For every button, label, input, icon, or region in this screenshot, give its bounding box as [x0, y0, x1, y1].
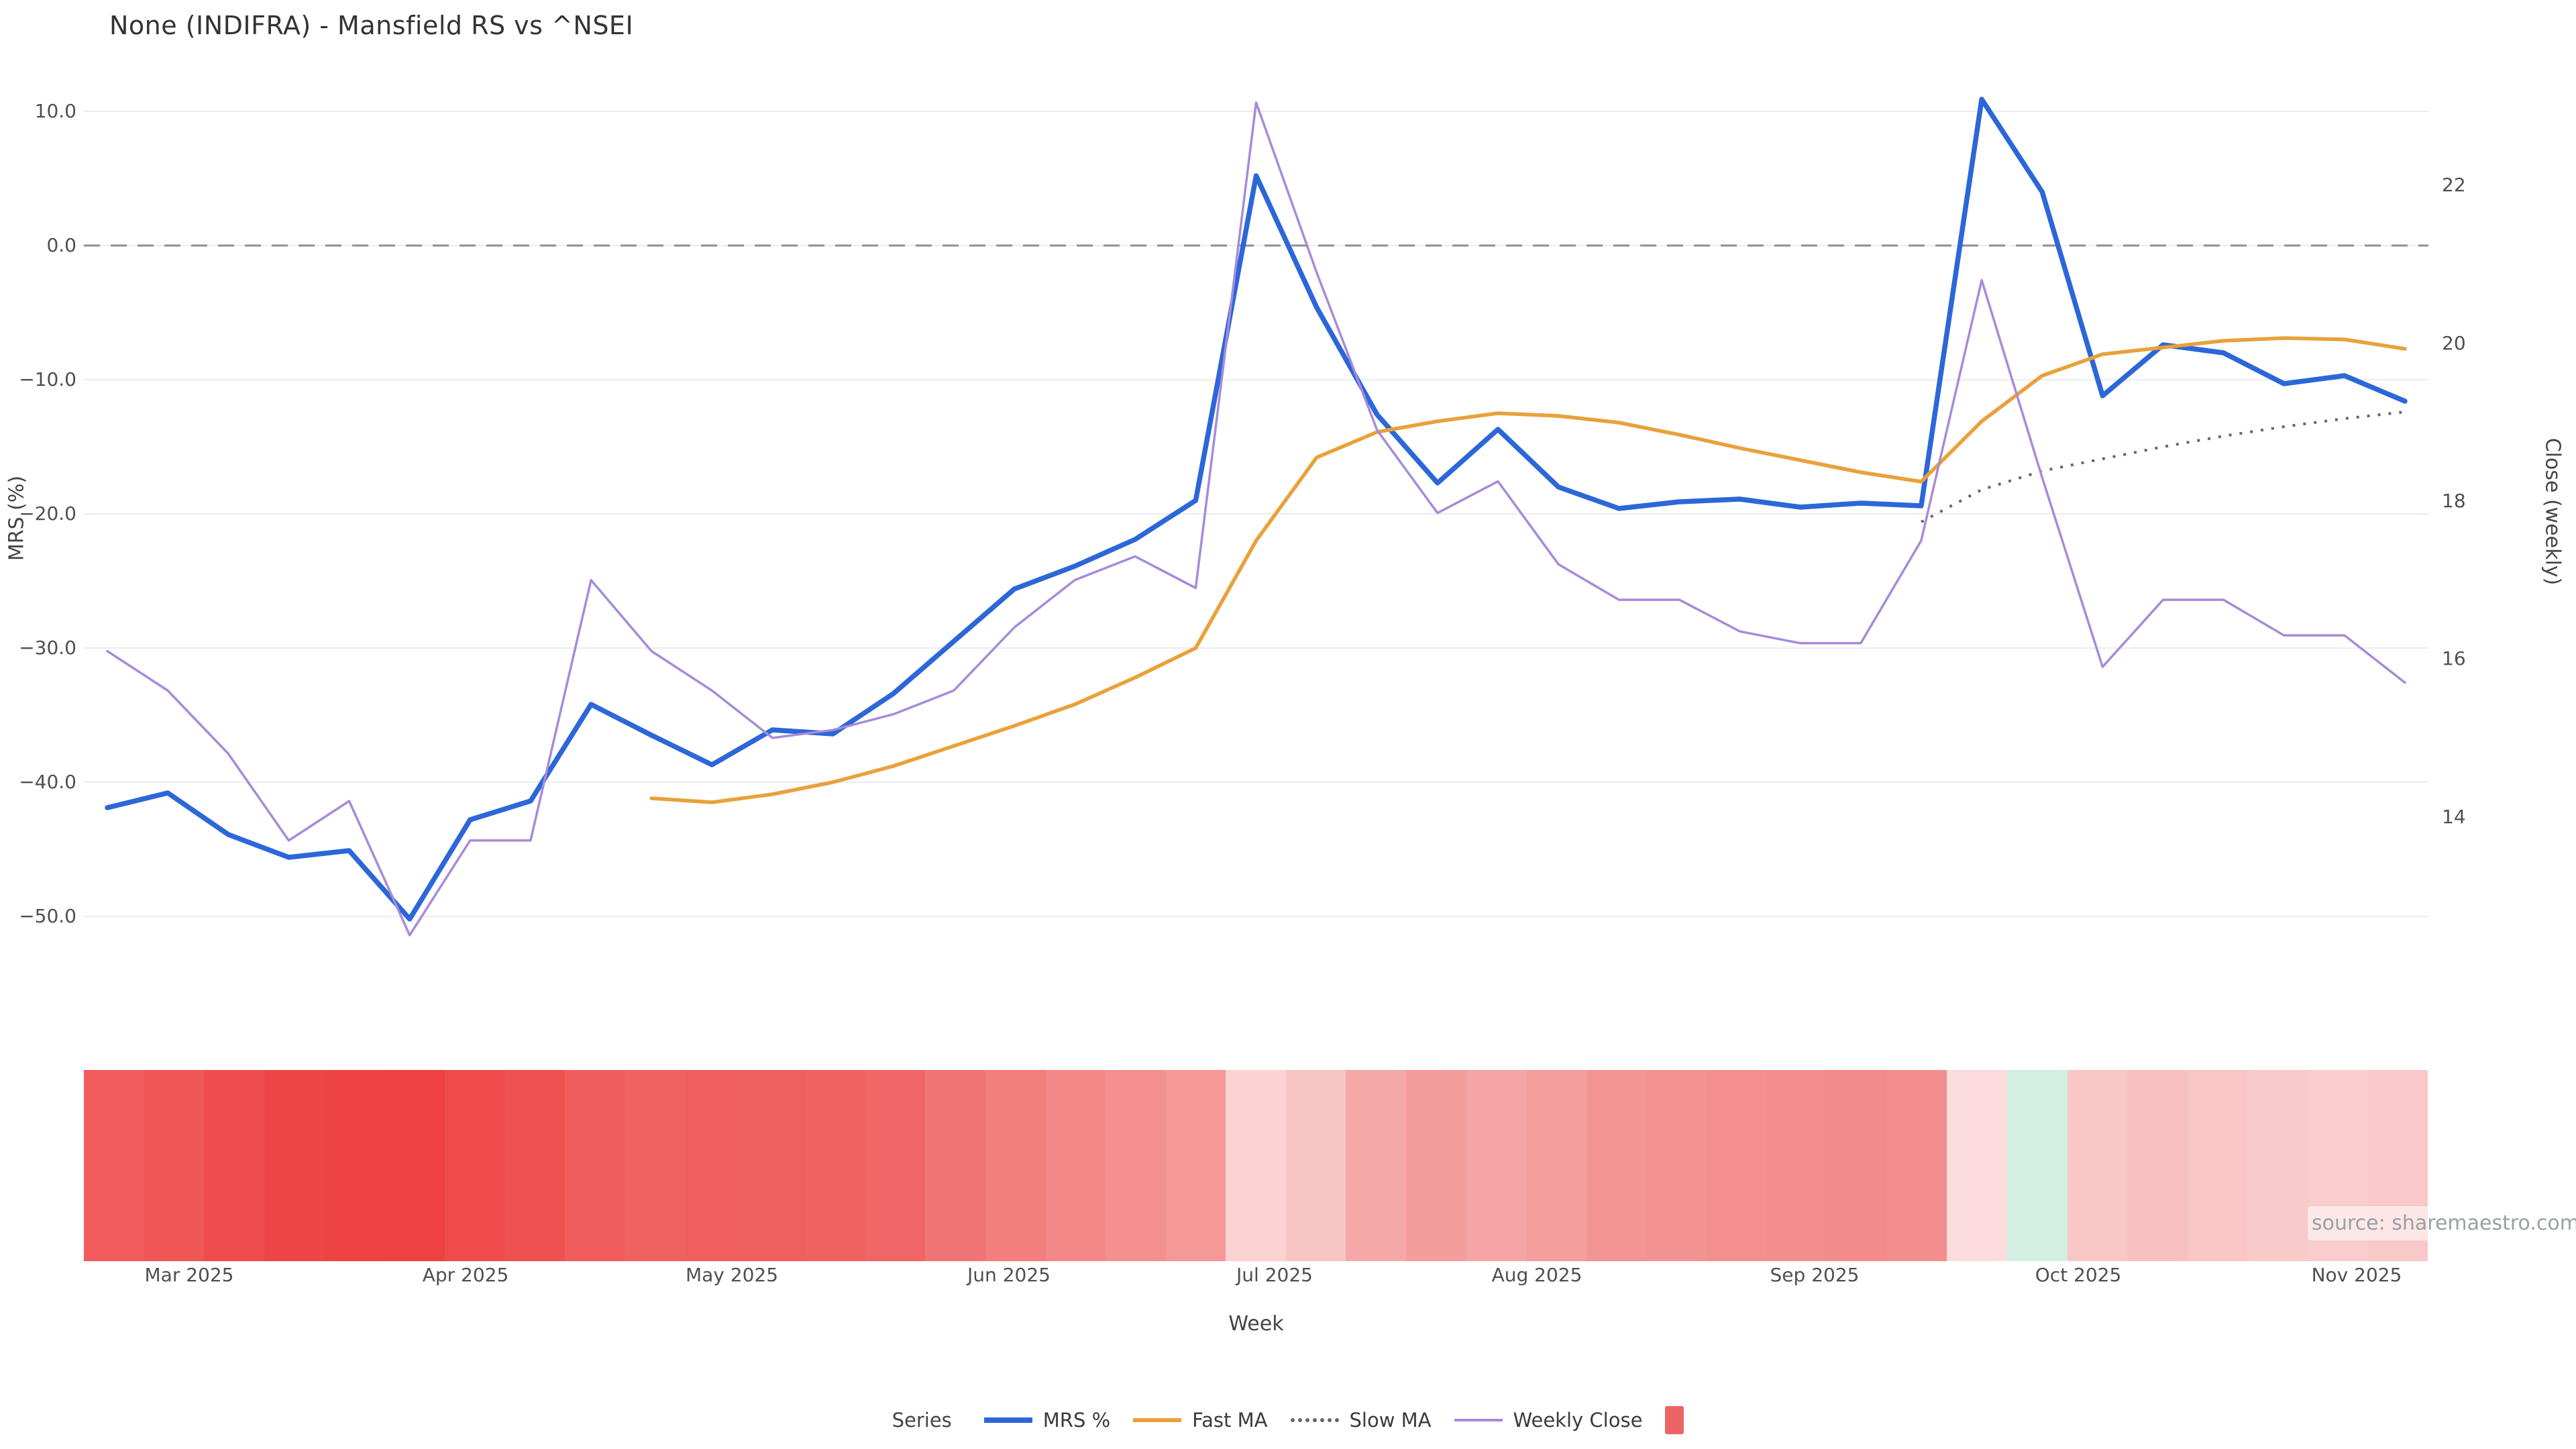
heatmap-swatch-icon: [1665, 1406, 1684, 1434]
heatmap-cell: [1165, 1070, 1226, 1261]
x-tick-label: Oct 2025: [2035, 1264, 2122, 1286]
heatmap-cell: [985, 1070, 1046, 1261]
right-tick-label: 22: [2442, 174, 2466, 197]
heatmap-cell: [1406, 1070, 1466, 1261]
heatmap-cell: [1586, 1070, 1647, 1261]
heatmap-cell: [1226, 1070, 1286, 1261]
heatmap-cell: [2127, 1070, 2188, 1261]
heatmap-cell: [805, 1070, 865, 1261]
heatmap-cell: [925, 1070, 985, 1261]
heatmap-cell: [625, 1070, 685, 1261]
left-tick-label: −40.0: [19, 771, 76, 793]
heatmap-cell: [1646, 1070, 1707, 1261]
heatmap-cell: [444, 1070, 505, 1261]
heatmap-cell: [1947, 1070, 2007, 1261]
heatmap-cell: [745, 1070, 806, 1261]
x-tick-label: Sep 2025: [1770, 1264, 1860, 1286]
heatmap-cell: [1346, 1070, 1407, 1261]
legend-title: Series: [892, 1409, 952, 1432]
left-tick-label: −50.0: [19, 905, 76, 927]
heatmap-cell: [324, 1070, 384, 1261]
plot-canvas[interactable]: [84, 40, 2428, 993]
heatmap-cell: [2187, 1070, 2248, 1261]
chart-title: None (INDIFRA) - Mansfield RS vs ^NSEI: [109, 11, 634, 40]
x-tick-label: Nov 2025: [2311, 1264, 2402, 1286]
right-tick-label: 18: [2442, 490, 2466, 513]
series-line-mrs-: [105, 97, 2408, 922]
legend-item-label: Slow MA: [1349, 1409, 1432, 1432]
heatmap-cell: [564, 1070, 625, 1261]
heatmap-cell: [1285, 1070, 1346, 1261]
heatmap-cell: [1045, 1070, 1106, 1261]
x-tick-label: Jul 2025: [1236, 1264, 1313, 1286]
x-tick-label: May 2025: [685, 1264, 779, 1286]
legend-item-heatmap[interactable]: [1665, 1406, 1684, 1434]
weekly-close-line-icon: [1454, 1419, 1503, 1421]
heatmap-cell: [144, 1070, 205, 1261]
heatmap-cell: [1886, 1070, 1947, 1261]
source-note: source: sharemaestro.com: [2308, 1206, 2576, 1240]
left-tick-label: −30.0: [19, 637, 76, 659]
legend-item-label: Fast MA: [1192, 1409, 1268, 1432]
legend-item-mrs[interactable]: MRS %: [983, 1409, 1111, 1432]
x-tick-label: Mar 2025: [144, 1264, 234, 1286]
series-line-weekly-close: [106, 101, 2406, 936]
legend-item-label: Weekly Close: [1513, 1409, 1643, 1432]
heatmap-cell: [204, 1070, 264, 1261]
left-tick-label: 0.0: [46, 234, 76, 256]
heatmap-cell: [2067, 1070, 2128, 1261]
plot-area[interactable]: [84, 40, 2428, 993]
heatmap-cell: [1707, 1070, 1767, 1261]
x-tick-label: Apr 2025: [422, 1264, 509, 1286]
mrs-line-icon: [983, 1417, 1032, 1423]
heatmap-cell: [1526, 1070, 1587, 1261]
right-axis-title: Close (weekly): [2540, 437, 2565, 586]
heatmap-cell: [384, 1070, 445, 1261]
x-tick-label: Jun 2025: [967, 1264, 1051, 1286]
heatmap-cell: [2247, 1070, 2308, 1261]
heatmap-cell: [264, 1070, 325, 1261]
left-tick-label: −20.0: [19, 502, 76, 525]
heatmap-cell: [1466, 1070, 1527, 1261]
heatmap-cell: [684, 1070, 745, 1261]
slow-ma-line-icon: [1290, 1418, 1339, 1422]
legend-item-weekly-close[interactable]: Weekly Close: [1454, 1409, 1643, 1432]
left-tick-label: −10.0: [19, 368, 76, 390]
heatmap-cell: [1827, 1070, 1887, 1261]
right-tick-label: 14: [2442, 805, 2466, 828]
series-line-fast-ma: [649, 336, 2407, 804]
heatmap-cell: [1766, 1070, 1827, 1261]
x-axis-title: Week: [1228, 1312, 1284, 1336]
legend-item-fast-ma[interactable]: Fast MA: [1133, 1409, 1268, 1432]
heatmap-cell: [865, 1070, 926, 1261]
heatmap-cell: [1106, 1070, 1166, 1261]
legend-item-slow-ma[interactable]: Slow MA: [1290, 1409, 1432, 1432]
left-tick-label: 10.0: [34, 100, 76, 122]
heatmap-cell: [2007, 1070, 2068, 1261]
heatmap-cell: [84, 1070, 144, 1261]
heatmap-cell: [504, 1070, 565, 1261]
right-tick-label: 16: [2442, 647, 2466, 670]
series-line-slow-ma: [1920, 411, 2406, 523]
legend-item-label: MRS %: [1042, 1409, 1111, 1432]
legend: Series MRS % Fast MA Slow MA Weekly Clos…: [0, 1406, 2576, 1434]
right-tick-label: 20: [2442, 331, 2466, 354]
fast-ma-line-icon: [1133, 1418, 1182, 1422]
weekly-heatmap-strip[interactable]: [84, 1070, 2428, 1261]
x-tick-label: Aug 2025: [1491, 1264, 1582, 1286]
